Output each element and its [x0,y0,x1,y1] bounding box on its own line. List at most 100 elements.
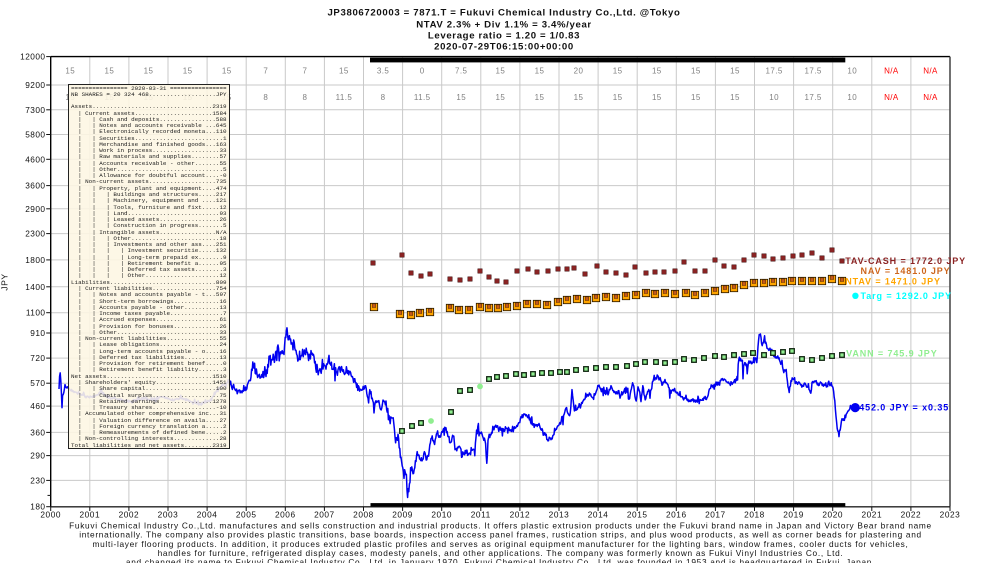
svg-text:2019: 2019 [783,510,804,520]
svg-text:2001: 2001 [79,510,100,520]
svg-text:17.5: 17.5 [766,67,783,76]
svg-text:multi-layer flooring products.: multi-layer flooring products. In additi… [93,539,909,549]
svg-text:handles for furniture, refrige: handles for furniture, refrigerated disp… [158,548,844,558]
svg-text:15: 15 [691,67,701,76]
svg-text:15: 15 [105,67,115,76]
svg-text:15: 15 [652,93,662,102]
svg-text:2022: 2022 [901,510,922,520]
svg-text:15: 15 [65,67,75,76]
svg-text:7.5: 7.5 [455,67,467,76]
svg-text:460: 460 [30,401,45,411]
svg-text:910: 910 [30,328,45,338]
svg-text:2013: 2013 [549,510,570,520]
svg-text:2003: 2003 [158,510,179,520]
svg-text:15: 15 [496,93,506,102]
svg-text:452.0 JPY = x0.35: 452.0 JPY = x0.35 [859,403,949,413]
svg-text:720: 720 [30,353,45,363]
svg-text:2000: 2000 [40,510,61,520]
svg-text:10: 10 [847,93,857,102]
svg-text:N/A: N/A [884,93,899,102]
svg-text:180: 180 [30,502,45,512]
svg-text:360: 360 [30,427,45,437]
svg-text:Fukuvi Chemical Industry Co.,L: Fukuvi Chemical Industry Co.,Ltd. manufa… [69,521,932,531]
svg-text:2004: 2004 [197,510,218,520]
svg-text:10: 10 [769,93,779,102]
svg-text:TAV-CASH = 1772.0 JPY: TAV-CASH = 1772.0 JPY [845,256,966,266]
svg-text:and changed its name to Fukuvi: and changed its name to Fukuvi Chemical … [126,557,875,563]
svg-text:10: 10 [847,67,857,76]
svg-text:17.5: 17.5 [805,67,822,76]
svg-text:2900: 2900 [25,204,45,214]
svg-text:2300: 2300 [25,229,45,239]
svg-text:15: 15 [339,67,349,76]
svg-text:290: 290 [30,451,45,461]
svg-text:4600: 4600 [25,154,45,164]
svg-text:15: 15 [183,67,193,76]
svg-text:2010: 2010 [431,510,452,520]
svg-text:2018: 2018 [744,510,765,520]
svg-text:Leverage ratio = 1.20 = 1/0.83: Leverage ratio = 1.20 = 1/0.83 [428,31,580,42]
svg-text:15: 15 [535,67,545,76]
svg-text:570: 570 [30,378,45,388]
svg-text:2005: 2005 [236,510,257,520]
svg-text:7: 7 [263,67,268,76]
svg-text:2009: 2009 [392,510,413,520]
svg-text:9200: 9200 [25,80,45,90]
svg-text:1800: 1800 [25,255,45,265]
svg-text:NTAV 2.3% + Div 1.1% = 3.4%/ye: NTAV 2.3% + Div 1.1% = 3.4%/year [416,20,592,31]
svg-text:15: 15 [730,67,740,76]
svg-text:N/A: N/A [923,93,938,102]
svg-text:17.5: 17.5 [805,93,822,102]
svg-text:15: 15 [222,67,232,76]
svg-text:15: 15 [613,67,623,76]
svg-text:VANN = 745.9 JPY: VANN = 745.9 JPY [846,348,938,358]
svg-text:3.5: 3.5 [377,67,389,76]
svg-text:2020-07-29T06:15:00+00:00: 2020-07-29T06:15:00+00:00 [434,42,574,53]
svg-text:3600: 3600 [25,181,45,191]
svg-text:NAV = 1481.0 JPY: NAV = 1481.0 JPY [861,266,951,276]
svg-text:20: 20 [574,67,584,76]
svg-text:2002: 2002 [119,510,140,520]
svg-text:2006: 2006 [275,510,296,520]
svg-text:1100: 1100 [26,308,46,318]
svg-text:8: 8 [263,93,268,102]
svg-text:15: 15 [456,93,466,102]
svg-text:JPY: JPY [0,273,10,290]
svg-text:15: 15 [691,93,701,102]
svg-text:2008: 2008 [353,510,374,520]
svg-text:0: 0 [420,67,425,76]
svg-text:2023: 2023 [940,510,961,520]
svg-text:230: 230 [30,475,45,485]
svg-text:NTAV = 1471.0 JPY: NTAV = 1471.0 JPY [845,276,941,286]
svg-text:2016: 2016 [666,510,687,520]
svg-text:N/A: N/A [884,67,899,76]
svg-text:12000: 12000 [20,52,45,62]
svg-text:15: 15 [613,93,623,102]
svg-text:2021: 2021 [861,510,882,520]
svg-text:N/A: N/A [923,67,938,76]
svg-text:Targ = 1292.0 JPY: Targ = 1292.0 JPY [861,291,952,301]
svg-text:5800: 5800 [25,130,45,140]
svg-text:2012: 2012 [510,510,531,520]
svg-text:15: 15 [730,93,740,102]
svg-text:11.5: 11.5 [336,93,353,102]
svg-text:15: 15 [535,93,545,102]
svg-text:2014: 2014 [588,510,609,520]
svg-text:JP3806720003 = 7871.T = Fukuvi: JP3806720003 = 7871.T = Fukuvi Chemical … [327,8,680,19]
svg-text:internationally. The company a: internationally. The company also provid… [79,530,922,540]
svg-text:11.5: 11.5 [414,93,431,102]
svg-text:15: 15 [144,67,154,76]
svg-text:2017: 2017 [705,510,726,520]
svg-text:15: 15 [574,93,584,102]
svg-text:8: 8 [381,93,386,102]
svg-text:15: 15 [496,67,506,76]
svg-text:2015: 2015 [627,510,648,520]
svg-text:2011: 2011 [471,510,491,520]
svg-text:15: 15 [652,67,662,76]
svg-text:1400: 1400 [25,282,45,292]
svg-text:8: 8 [302,93,307,102]
svg-text:2020: 2020 [822,510,843,520]
svg-text:7300: 7300 [25,105,45,115]
svg-text:2007: 2007 [314,510,335,520]
svg-text:7: 7 [302,67,307,76]
